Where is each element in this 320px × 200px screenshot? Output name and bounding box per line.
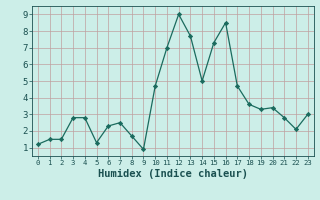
X-axis label: Humidex (Indice chaleur): Humidex (Indice chaleur): [98, 169, 248, 179]
